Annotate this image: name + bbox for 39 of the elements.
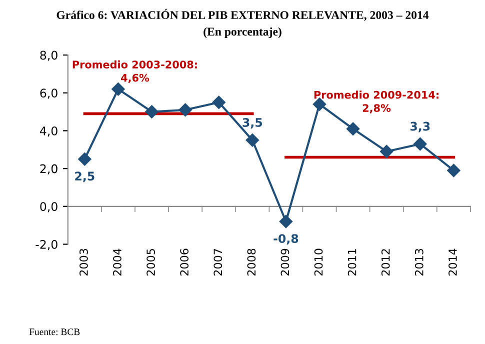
y-tick-label: 6,0 xyxy=(40,88,58,99)
x-tick-label: 2005 xyxy=(146,249,155,276)
point xyxy=(346,122,360,136)
x-tick-label: 2013 xyxy=(414,248,424,276)
x-tick-label: 2014 xyxy=(448,248,457,276)
point xyxy=(312,98,326,111)
x-tick-label: 2004 xyxy=(113,248,122,276)
y-tick-label: 0,0 xyxy=(40,202,58,212)
y-tick-label: 4,0 xyxy=(40,126,58,137)
point xyxy=(145,105,158,118)
point xyxy=(279,214,293,228)
x-tick-label: 2009 xyxy=(280,248,290,276)
x-tick-label: 2007 xyxy=(214,249,222,276)
point xyxy=(447,164,460,178)
y-tick-label: -2,0 xyxy=(36,240,58,250)
x-tick-label: 2008 xyxy=(247,248,256,276)
x-tick-label: 2010 xyxy=(314,248,323,276)
point xyxy=(212,96,226,109)
x-tick-label: 2006 xyxy=(180,248,189,276)
data-label: 3,3 xyxy=(410,122,430,132)
chart-subtitle: (En porcentaje) xyxy=(204,27,282,38)
point xyxy=(112,82,125,96)
data-label: 3,5 xyxy=(242,118,262,128)
x-tick-label: 2012 xyxy=(381,249,390,276)
data-label: 2,5 xyxy=(75,172,94,182)
chart-title: Gráfico 6: VARIACIÓN DEL PIB EXTERNO RELEVANTE, 2003 – 2014 xyxy=(56,8,429,21)
point xyxy=(380,144,394,158)
point xyxy=(178,103,192,116)
data-label: -0,8 xyxy=(274,234,298,245)
annotation: Promedio 2003-2008: 4,6% xyxy=(72,60,197,84)
y-tick-label: 8,0 xyxy=(40,50,58,61)
point xyxy=(246,134,259,147)
point xyxy=(78,152,92,166)
annotation: Promedio 2009-2014: 2,8% xyxy=(314,90,438,114)
x-tick-label: 2003 xyxy=(79,248,88,276)
source-note: Fuente: BCB xyxy=(29,328,80,336)
y-tick-label: 2,0 xyxy=(40,164,58,174)
point xyxy=(414,137,427,151)
x-tick-label: 2011 xyxy=(348,249,356,276)
